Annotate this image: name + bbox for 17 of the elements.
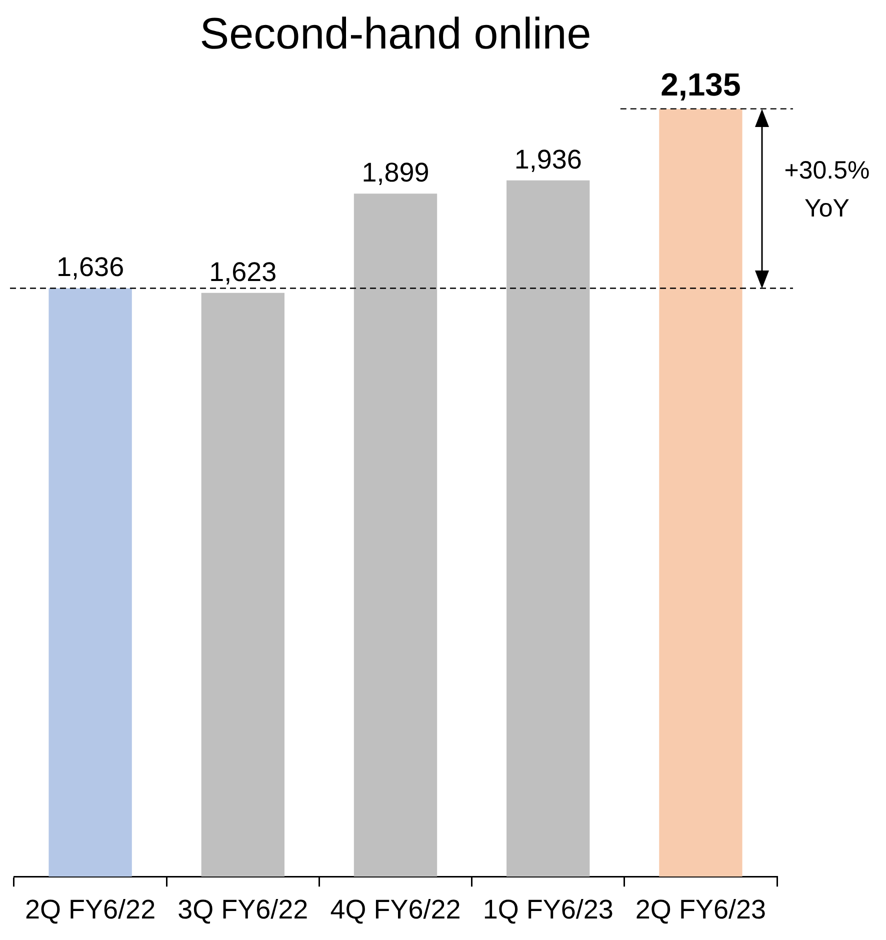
x-tick-label: 2Q FY6/22 — [25, 894, 156, 924]
data-label: 2,135 — [660, 66, 741, 103]
data-label: 1,623 — [209, 256, 277, 287]
annotation: +30.5% YoY — [784, 156, 870, 222]
x-tick-label: 2Q FY6/23 — [635, 894, 766, 924]
data-label: 1,636 — [56, 252, 124, 282]
data-label: 1,899 — [362, 158, 430, 188]
bar — [48, 288, 132, 877]
x-tick-label: 4Q FY6/22 — [330, 894, 461, 924]
bar — [201, 292, 284, 877]
bar — [506, 180, 590, 877]
bar — [354, 194, 438, 877]
x-tick-label: 1Q FY6/23 — [482, 894, 614, 924]
x-tick-label: 3Q FY6/22 — [178, 894, 308, 924]
data-label: 1,936 — [514, 144, 582, 174]
bar — [659, 108, 742, 877]
chart-title: Second-hand online — [200, 10, 592, 59]
